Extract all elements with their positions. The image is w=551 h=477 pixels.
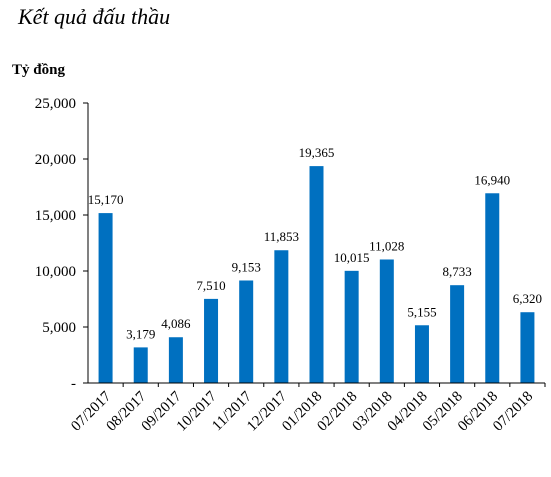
y-axis-unit-label: Tỷ đồng: [12, 62, 65, 78]
data-label: 5,155: [407, 304, 436, 319]
bar: [204, 298, 219, 383]
data-label: 7,510: [196, 278, 225, 293]
data-label: 11,853: [264, 229, 299, 244]
bar: [274, 250, 289, 383]
data-label: 11,028: [369, 238, 404, 253]
data-label: 19,365: [299, 145, 335, 160]
y-tick-label: 10,000: [35, 264, 76, 280]
bar: [379, 259, 394, 383]
bar: [485, 193, 500, 383]
data-label: 16,940: [474, 172, 510, 187]
x-tick-label: 07/2018: [490, 389, 536, 435]
bar: [520, 312, 535, 383]
data-label: 10,015: [334, 250, 370, 265]
y-tick-label: -: [71, 376, 76, 392]
y-tick-label: 15,000: [35, 208, 76, 224]
bar: [239, 280, 254, 383]
data-label: 8,733: [442, 264, 471, 279]
y-tick-label: 20,000: [35, 152, 76, 168]
bar: [344, 270, 359, 383]
data-label: 6,320: [513, 291, 542, 306]
y-axis-ticks: - 5,000 10,000 15,000 20,000 25,000: [35, 96, 88, 392]
bar: [414, 325, 429, 383]
y-tick-label: 5,000: [42, 320, 76, 336]
chart-title: Kết quả đấu thầu: [17, 4, 170, 29]
data-label: 9,153: [232, 259, 261, 274]
bar: [133, 347, 148, 383]
bars-group: [98, 166, 535, 383]
data-label: 15,170: [88, 192, 124, 207]
data-label: 3,179: [126, 326, 155, 341]
bar: [450, 285, 465, 383]
bar: [168, 337, 183, 383]
x-axis-ticks: 07/201708/201709/201710/201711/201712/20…: [68, 383, 546, 435]
data-label: 4,086: [161, 316, 191, 331]
bar: [309, 166, 324, 383]
y-tick-label: 25,000: [35, 96, 76, 112]
bar: [98, 213, 113, 383]
